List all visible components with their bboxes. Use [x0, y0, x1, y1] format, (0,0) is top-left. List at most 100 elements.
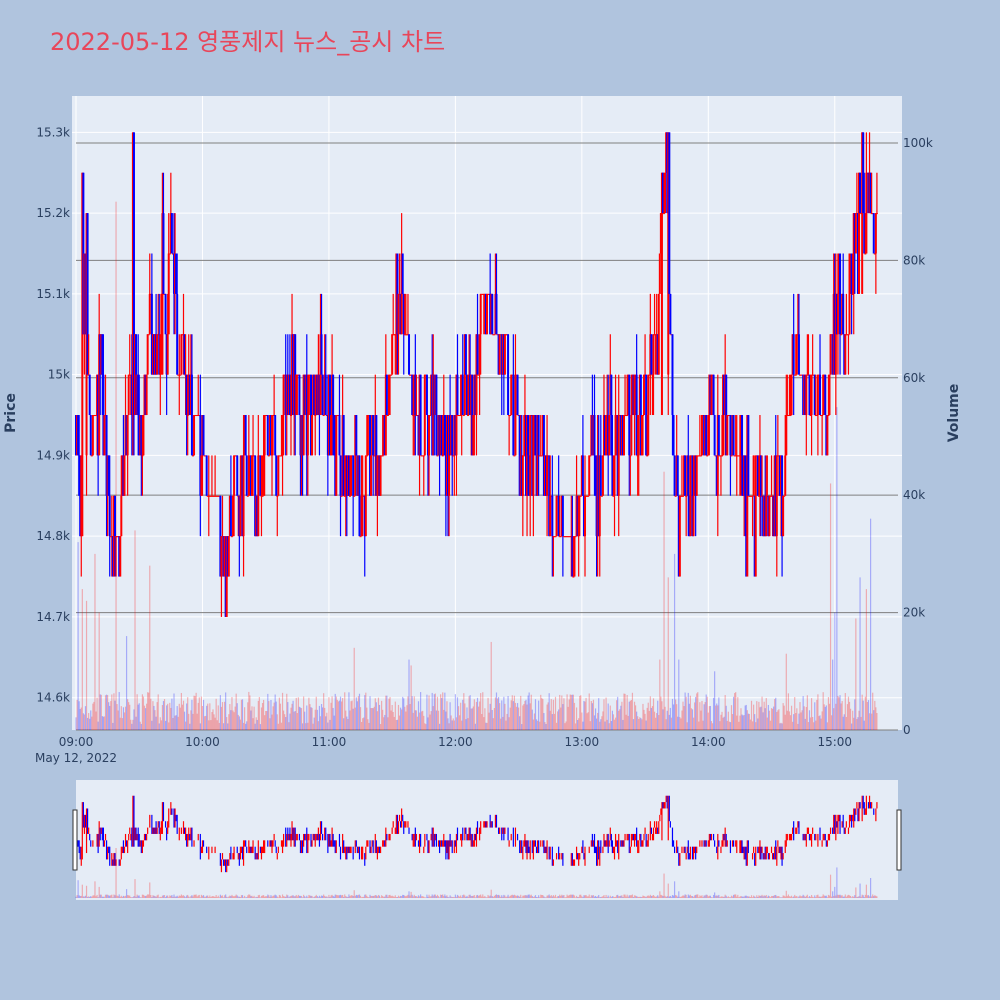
- mini-volume-bar: [502, 896, 504, 898]
- candle-body: [577, 495, 580, 537]
- mini-volume-bar: [547, 895, 549, 898]
- mini-volume-bar: [734, 894, 736, 898]
- candle-body: [798, 374, 801, 376]
- volume-bar: [249, 695, 251, 730]
- candle-body: [671, 334, 674, 416]
- candle-body: [148, 293, 151, 335]
- volume-bar: [502, 716, 504, 730]
- candle-body: [683, 455, 686, 496]
- volume-bar: [865, 589, 867, 730]
- volume-bar: [559, 694, 561, 730]
- volume-bar: [495, 692, 498, 730]
- volume-bar: [343, 718, 345, 730]
- volume-bar: [500, 718, 502, 730]
- volume-bar: [346, 716, 348, 730]
- volume-bar: [268, 701, 270, 730]
- candle-body: [531, 415, 534, 496]
- candle-body: [718, 455, 721, 457]
- mini-volume-bar: [831, 896, 833, 898]
- mini-volume-bar: [856, 896, 858, 898]
- candle-body: [200, 455, 203, 496]
- mini-volume-bar: [463, 894, 465, 898]
- mini-volume-bar: [582, 897, 584, 898]
- volume-bar: [854, 699, 856, 730]
- volume-bar: [701, 700, 703, 730]
- candle-body: [444, 455, 447, 496]
- volume-bar: [795, 712, 797, 730]
- volume-bar: [202, 699, 205, 730]
- range-slider-right-handle[interactable]: [896, 809, 902, 871]
- mini-volume-bar: [687, 894, 689, 898]
- candle-body: [254, 455, 257, 537]
- candle-body: [362, 495, 365, 497]
- candle-body: [721, 455, 724, 457]
- candle-body: [612, 495, 615, 497]
- volume-bar: [744, 705, 746, 730]
- mini-volume-bar: [786, 896, 788, 898]
- mini-volume-bar: [110, 895, 112, 898]
- volume-bar: [372, 708, 374, 730]
- candle-body: [534, 415, 537, 456]
- mini-volume-bar: [691, 896, 694, 898]
- candle-body: [565, 536, 568, 538]
- mini-volume-bar: [299, 895, 302, 898]
- mini-volume-bar: [441, 894, 443, 898]
- mini-volume-bar: [141, 894, 143, 898]
- mini-volume-bar: [790, 895, 793, 898]
- range-slider[interactable]: [72, 780, 902, 900]
- mini-volume-bar: [472, 895, 474, 898]
- volume-bar: [217, 705, 219, 730]
- candle-body: [267, 455, 270, 457]
- mini-volume-bar: [374, 894, 376, 898]
- volume-bar: [633, 701, 636, 730]
- range-slider-left-handle[interactable]: [72, 809, 78, 871]
- volume-bar: [422, 710, 424, 730]
- candle-body: [489, 293, 492, 335]
- candle-body: [553, 536, 556, 538]
- mini-volume-bar: [114, 895, 116, 898]
- mini-volume-bar: [107, 894, 109, 898]
- mini-volume-bar: [665, 896, 667, 898]
- mini-volume-bar: [486, 897, 488, 898]
- candle-body: [656, 334, 659, 375]
- mini-volume-bar: [265, 896, 267, 898]
- volume-bar: [716, 703, 718, 730]
- volume-bar: [768, 710, 771, 730]
- mini-volume-bar: [697, 894, 699, 898]
- volume-bar: [274, 694, 276, 730]
- candle-body: [411, 374, 414, 416]
- mini-volume-bar: [795, 896, 797, 898]
- volume-bar: [659, 659, 661, 730]
- mini-volume-bar: [152, 895, 154, 898]
- mini-volume-bar: [814, 895, 816, 898]
- mini-volume-bar: [797, 897, 799, 898]
- mini-volume-bar: [589, 897, 591, 898]
- volume-bar: [131, 723, 133, 730]
- mini-volume-bar: [712, 894, 715, 898]
- volume-bar: [383, 717, 385, 730]
- volume-bar: [119, 717, 121, 730]
- volume-bar: [438, 723, 441, 730]
- mini-volume-bar: [337, 895, 340, 898]
- candle-body: [216, 495, 219, 497]
- candle-body: [177, 374, 180, 376]
- candle-body: [431, 374, 434, 456]
- volume-bar: [118, 692, 120, 730]
- candle-body: [513, 455, 516, 457]
- candle-body: [79, 495, 82, 537]
- candle-body: [725, 374, 728, 456]
- mini-volume-bar: [269, 896, 271, 898]
- volume-bar: [406, 705, 408, 730]
- candle-body: [703, 415, 706, 456]
- volume-bar: [114, 700, 116, 730]
- mini-volume-bar: [288, 897, 290, 898]
- mini-volume-bar: [89, 896, 91, 898]
- mini-volume-bar: [733, 894, 735, 898]
- candle-body: [573, 536, 576, 577]
- candle-body: [308, 374, 311, 376]
- candle-body: [509, 415, 512, 417]
- mini-volume-bar: [587, 896, 589, 898]
- volume-bar: [706, 696, 708, 730]
- candle-body: [480, 293, 483, 295]
